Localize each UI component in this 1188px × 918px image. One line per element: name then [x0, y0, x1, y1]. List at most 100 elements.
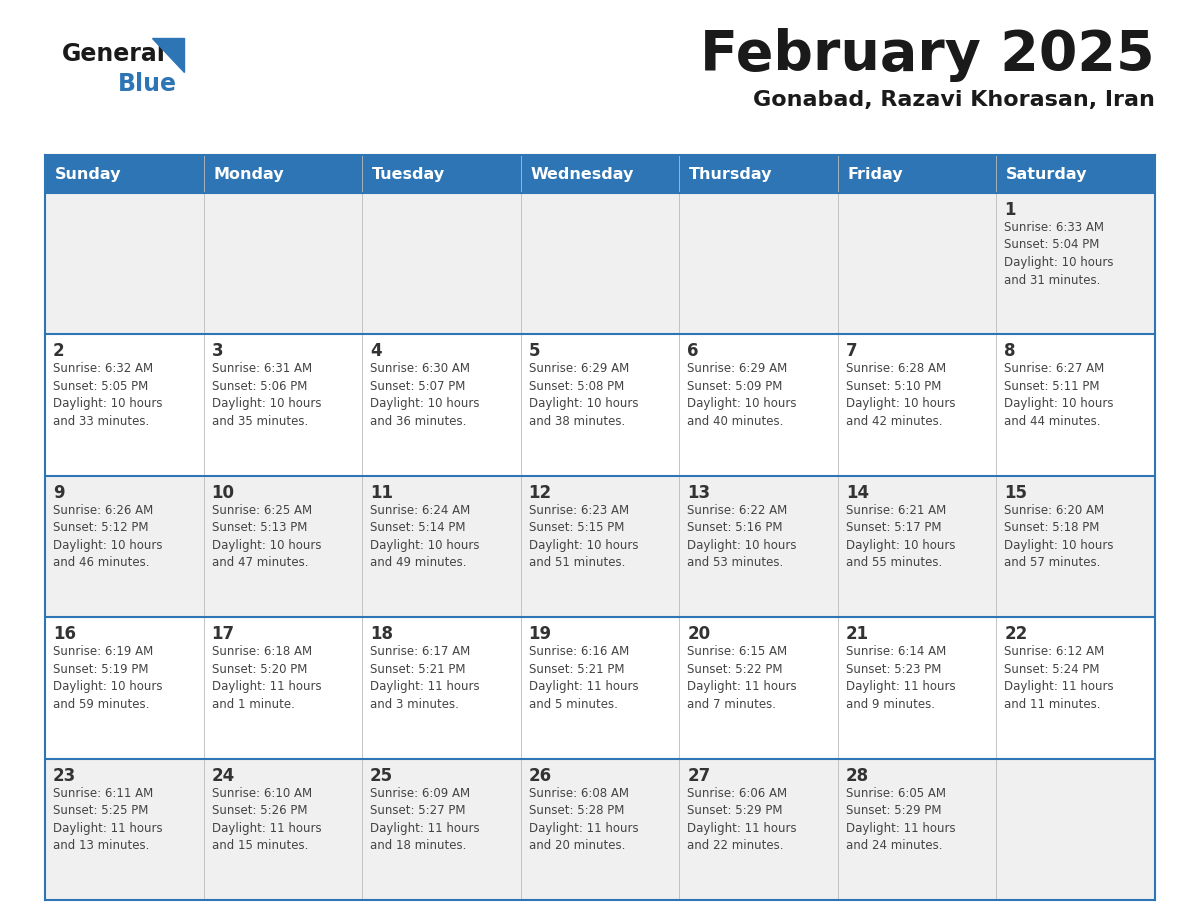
Text: Daylight: 11 hours: Daylight: 11 hours — [1004, 680, 1114, 693]
Text: Daylight: 10 hours: Daylight: 10 hours — [211, 539, 321, 552]
Text: Sunset: 5:28 PM: Sunset: 5:28 PM — [529, 804, 624, 817]
Text: Daylight: 10 hours: Daylight: 10 hours — [53, 539, 163, 552]
Text: and 55 minutes.: and 55 minutes. — [846, 556, 942, 569]
Text: Sunset: 5:15 PM: Sunset: 5:15 PM — [529, 521, 624, 534]
Text: 4: 4 — [371, 342, 381, 361]
Text: Daylight: 10 hours: Daylight: 10 hours — [53, 397, 163, 410]
Text: and 3 minutes.: and 3 minutes. — [371, 698, 459, 711]
Text: and 57 minutes.: and 57 minutes. — [1004, 556, 1101, 569]
Text: and 49 minutes.: and 49 minutes. — [371, 556, 467, 569]
Bar — [362, 155, 520, 193]
Text: 28: 28 — [846, 767, 868, 785]
Bar — [45, 758, 1155, 900]
Text: Sunrise: 6:21 AM: Sunrise: 6:21 AM — [846, 504, 946, 517]
Text: and 31 minutes.: and 31 minutes. — [1004, 274, 1101, 286]
Text: Sunset: 5:08 PM: Sunset: 5:08 PM — [529, 380, 624, 393]
Text: Friday: Friday — [847, 166, 903, 182]
Text: 16: 16 — [53, 625, 76, 644]
Text: Daylight: 10 hours: Daylight: 10 hours — [846, 539, 955, 552]
Text: Sunrise: 6:22 AM: Sunrise: 6:22 AM — [687, 504, 788, 517]
Bar — [203, 155, 362, 193]
Text: 14: 14 — [846, 484, 868, 502]
Text: Daylight: 10 hours: Daylight: 10 hours — [371, 539, 480, 552]
Text: 8: 8 — [1004, 342, 1016, 361]
Text: 26: 26 — [529, 767, 551, 785]
Text: Sunrise: 6:05 AM: Sunrise: 6:05 AM — [846, 787, 946, 800]
Text: 23: 23 — [53, 767, 76, 785]
Text: 9: 9 — [53, 484, 64, 502]
Text: Thursday: Thursday — [689, 166, 772, 182]
Text: Sunset: 5:17 PM: Sunset: 5:17 PM — [846, 521, 941, 534]
Text: and 47 minutes.: and 47 minutes. — [211, 556, 308, 569]
Text: and 20 minutes.: and 20 minutes. — [529, 839, 625, 852]
Text: 22: 22 — [1004, 625, 1028, 644]
Text: Sunrise: 6:19 AM: Sunrise: 6:19 AM — [53, 645, 153, 658]
Text: 1: 1 — [1004, 201, 1016, 219]
Text: Sunrise: 6:29 AM: Sunrise: 6:29 AM — [529, 363, 628, 375]
Text: Sunrise: 6:24 AM: Sunrise: 6:24 AM — [371, 504, 470, 517]
Text: Daylight: 10 hours: Daylight: 10 hours — [1004, 397, 1114, 410]
Text: Sunrise: 6:09 AM: Sunrise: 6:09 AM — [371, 787, 470, 800]
Text: Sunset: 5:04 PM: Sunset: 5:04 PM — [1004, 239, 1100, 252]
Text: and 53 minutes.: and 53 minutes. — [687, 556, 783, 569]
Text: and 22 minutes.: and 22 minutes. — [687, 839, 784, 852]
Text: Sunrise: 6:18 AM: Sunrise: 6:18 AM — [211, 645, 311, 658]
Text: Sunrise: 6:10 AM: Sunrise: 6:10 AM — [211, 787, 311, 800]
Text: Saturday: Saturday — [1006, 166, 1087, 182]
Bar — [45, 476, 1155, 617]
Text: Sunrise: 6:33 AM: Sunrise: 6:33 AM — [1004, 221, 1105, 234]
Text: Daylight: 10 hours: Daylight: 10 hours — [529, 397, 638, 410]
Text: Daylight: 11 hours: Daylight: 11 hours — [371, 822, 480, 834]
Text: Daylight: 11 hours: Daylight: 11 hours — [687, 822, 797, 834]
Text: Sunrise: 6:08 AM: Sunrise: 6:08 AM — [529, 787, 628, 800]
Text: and 13 minutes.: and 13 minutes. — [53, 839, 150, 852]
Text: 6: 6 — [687, 342, 699, 361]
Text: Sunset: 5:07 PM: Sunset: 5:07 PM — [371, 380, 466, 393]
Text: Daylight: 11 hours: Daylight: 11 hours — [846, 822, 955, 834]
Text: Sunrise: 6:15 AM: Sunrise: 6:15 AM — [687, 645, 788, 658]
Text: Sunrise: 6:11 AM: Sunrise: 6:11 AM — [53, 787, 153, 800]
Text: and 59 minutes.: and 59 minutes. — [53, 698, 150, 711]
Text: 3: 3 — [211, 342, 223, 361]
Text: Daylight: 10 hours: Daylight: 10 hours — [687, 539, 797, 552]
Text: and 42 minutes.: and 42 minutes. — [846, 415, 942, 428]
Text: Sunset: 5:10 PM: Sunset: 5:10 PM — [846, 380, 941, 393]
Text: 20: 20 — [687, 625, 710, 644]
Bar — [997, 155, 1155, 193]
Bar — [520, 155, 680, 193]
Text: Sunrise: 6:31 AM: Sunrise: 6:31 AM — [211, 363, 311, 375]
Text: Sunrise: 6:20 AM: Sunrise: 6:20 AM — [1004, 504, 1105, 517]
Text: Wednesday: Wednesday — [530, 166, 633, 182]
Text: 11: 11 — [371, 484, 393, 502]
Text: Sunset: 5:05 PM: Sunset: 5:05 PM — [53, 380, 148, 393]
Text: Monday: Monday — [213, 166, 284, 182]
Text: Sunrise: 6:17 AM: Sunrise: 6:17 AM — [371, 645, 470, 658]
Text: 10: 10 — [211, 484, 234, 502]
Text: Sunset: 5:13 PM: Sunset: 5:13 PM — [211, 521, 307, 534]
Text: Sunset: 5:18 PM: Sunset: 5:18 PM — [1004, 521, 1100, 534]
Text: Sunset: 5:06 PM: Sunset: 5:06 PM — [211, 380, 307, 393]
Text: Sunrise: 6:23 AM: Sunrise: 6:23 AM — [529, 504, 628, 517]
Text: Daylight: 10 hours: Daylight: 10 hours — [1004, 256, 1114, 269]
Text: Tuesday: Tuesday — [372, 166, 444, 182]
Text: Sunset: 5:27 PM: Sunset: 5:27 PM — [371, 804, 466, 817]
Text: and 1 minute.: and 1 minute. — [211, 698, 295, 711]
Text: Sunset: 5:23 PM: Sunset: 5:23 PM — [846, 663, 941, 676]
Text: Sunrise: 6:32 AM: Sunrise: 6:32 AM — [53, 363, 153, 375]
Text: 18: 18 — [371, 625, 393, 644]
Text: and 36 minutes.: and 36 minutes. — [371, 415, 467, 428]
Text: 5: 5 — [529, 342, 541, 361]
Text: Sunset: 5:21 PM: Sunset: 5:21 PM — [371, 663, 466, 676]
Text: Sunset: 5:21 PM: Sunset: 5:21 PM — [529, 663, 624, 676]
Text: Daylight: 11 hours: Daylight: 11 hours — [846, 680, 955, 693]
Text: Daylight: 11 hours: Daylight: 11 hours — [53, 822, 163, 834]
Text: Sunset: 5:11 PM: Sunset: 5:11 PM — [1004, 380, 1100, 393]
Text: Sunset: 5:09 PM: Sunset: 5:09 PM — [687, 380, 783, 393]
Bar — [838, 155, 997, 193]
Text: Sunset: 5:29 PM: Sunset: 5:29 PM — [846, 804, 941, 817]
Text: and 33 minutes.: and 33 minutes. — [53, 415, 150, 428]
Text: and 51 minutes.: and 51 minutes. — [529, 556, 625, 569]
Text: Daylight: 10 hours: Daylight: 10 hours — [687, 397, 797, 410]
Text: and 15 minutes.: and 15 minutes. — [211, 839, 308, 852]
Text: and 9 minutes.: and 9 minutes. — [846, 698, 935, 711]
